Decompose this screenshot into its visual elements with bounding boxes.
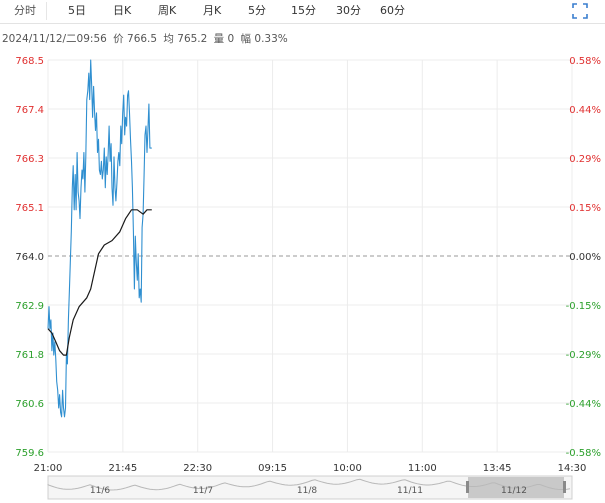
fullscreen-icon-glyph — [572, 3, 588, 19]
average-price-line — [47, 209, 152, 356]
y-tick-label-price: 759.6 — [15, 448, 44, 459]
y-tick-label-price: 765.1 — [15, 203, 44, 214]
info-datetime: 2024/11/12/二09:56 — [2, 33, 107, 45]
y-tick-label-price: 764.0 — [15, 252, 44, 263]
navigator-date-label: 11/12 — [501, 486, 527, 496]
navigator-handle-right — [563, 481, 566, 493]
y-tick-label-price: 761.8 — [15, 350, 44, 361]
x-tick-label: 22:30 — [183, 463, 212, 474]
info-change: 幅 0.33% — [240, 33, 288, 45]
y-tick-label-price: 766.3 — [15, 154, 44, 165]
navigator-selection-window — [468, 477, 564, 498]
y-tick-label-percent: -0.15% — [566, 301, 601, 312]
tab-5min[interactable]: 5分 — [248, 4, 266, 17]
y-tick-label-percent: -0.44% — [566, 399, 601, 410]
info-volume: 量 0 — [213, 33, 235, 45]
x-tick-label: 09:15 — [258, 463, 287, 474]
tab-weekly-k[interactable]: 周K — [158, 4, 177, 17]
tab-intraday[interactable]: 分时 — [14, 4, 36, 17]
navigator-date-label: 11/7 — [193, 486, 213, 496]
navigator-handle-left — [466, 481, 469, 493]
chart-tab-bar: 分时 5日 日K 周K 月K 5分 15分 30分 60分 — [0, 0, 605, 24]
y-tick-label-percent: 0.15% — [569, 203, 601, 214]
y-tick-label-percent: -0.29% — [566, 350, 601, 361]
x-tick-label: 14:30 — [558, 463, 587, 474]
x-tick-label: 11:00 — [408, 463, 437, 474]
navigator-date-label: 11/6 — [90, 486, 110, 496]
navigator-date-label: 11/11 — [397, 486, 423, 496]
info-average: 均 765.2 — [163, 33, 208, 45]
tab-15min[interactable]: 15分 — [291, 4, 316, 17]
tab-divider — [46, 2, 47, 20]
x-tick-label: 10:00 — [333, 463, 362, 474]
y-tick-label-price: 768.5 — [15, 56, 44, 67]
y-tick-label-price: 760.6 — [15, 399, 44, 410]
tab-5day[interactable]: 5日 — [68, 4, 86, 17]
tab-daily-k[interactable]: 日K — [113, 4, 132, 17]
y-tick-label-price: 762.9 — [15, 301, 44, 312]
tab-monthly-k[interactable]: 月K — [203, 4, 222, 17]
quote-info-bar: 2024/11/12/二09:56 价 766.5 均 765.2 量 0 幅 … — [2, 31, 291, 46]
y-tick-label-percent: 0.00% — [569, 252, 601, 263]
y-tick-label-price: 767.4 — [15, 105, 44, 116]
x-tick-label: 21:45 — [108, 463, 137, 474]
x-tick-label: 21:00 — [34, 463, 63, 474]
tab-60min[interactable]: 60分 — [380, 4, 405, 17]
fullscreen-icon[interactable] — [572, 3, 588, 19]
y-tick-label-percent: -0.58% — [566, 448, 601, 459]
tab-30min[interactable]: 30分 — [336, 4, 361, 17]
price-line — [47, 59, 152, 418]
y-tick-label-percent: 0.44% — [569, 105, 601, 116]
y-tick-label-percent: 0.58% — [569, 56, 601, 67]
navigator-strip — [47, 475, 573, 500]
x-tick-label: 13:45 — [483, 463, 512, 474]
info-price: 价 766.5 — [113, 33, 158, 45]
y-tick-label-percent: 0.29% — [569, 154, 601, 165]
navigator-date-label: 11/8 — [297, 486, 317, 496]
